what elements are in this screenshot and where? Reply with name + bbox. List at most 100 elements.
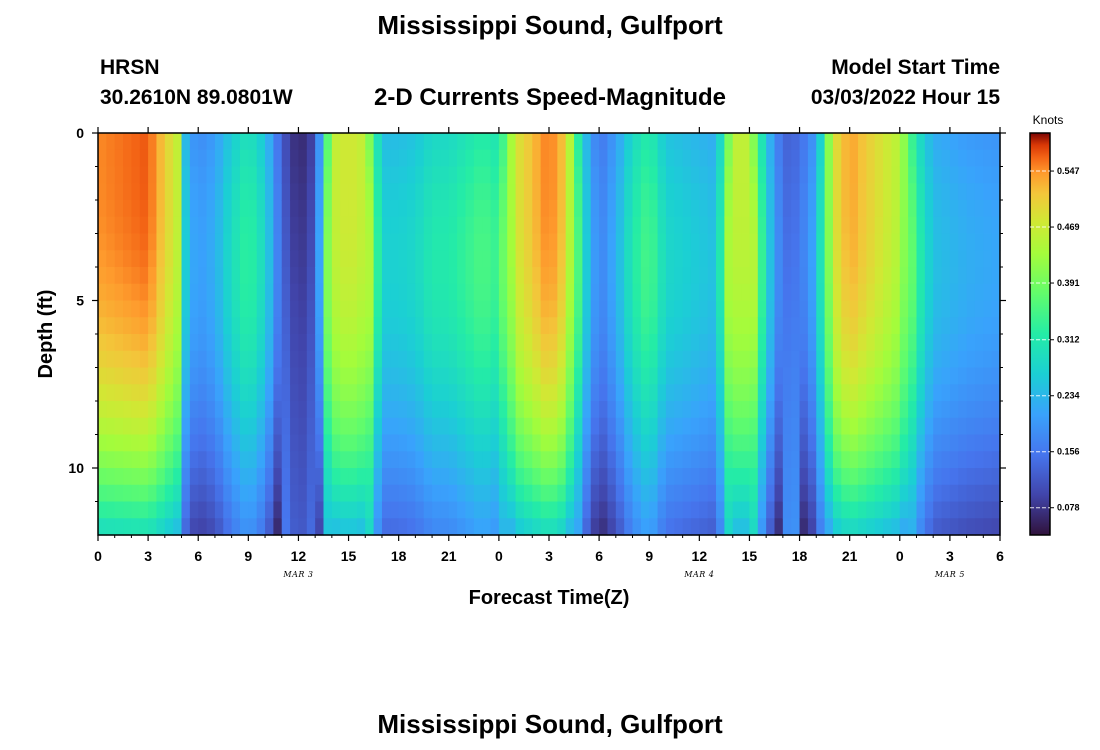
heatmap-cell (523, 350, 533, 369)
heatmap-cell (883, 350, 893, 369)
heatmap-cell (615, 133, 625, 151)
heatmap-cell (223, 384, 233, 402)
heatmap-cell (315, 300, 325, 318)
heatmap-cell (699, 283, 709, 302)
heatmap-cell (248, 166, 258, 184)
heatmap-cell (774, 216, 784, 235)
heatmap-cell (582, 384, 592, 402)
heatmap-cell (899, 250, 909, 268)
heatmap-cell (816, 317, 826, 335)
heatmap-cell (356, 133, 366, 151)
heatmap-cell (549, 149, 558, 168)
heatmap-cell (507, 501, 517, 519)
heatmap-cell (824, 334, 834, 352)
heatmap-cell (248, 434, 258, 452)
heatmap-cell (298, 267, 308, 285)
heatmap-cell (799, 417, 809, 436)
heatmap-cell (582, 518, 592, 536)
heatmap-cell (866, 133, 876, 151)
heatmap-cell (832, 300, 842, 318)
heatmap-cell (841, 468, 851, 486)
heatmap-cell (657, 200, 667, 218)
heatmap-cell (523, 451, 533, 469)
heatmap-cell (782, 384, 792, 402)
heatmap-cell (749, 384, 759, 402)
heatmap-cell (774, 283, 784, 302)
heatmap-cell (490, 166, 500, 184)
heatmap-cell (265, 334, 274, 352)
heatmap-cell (599, 367, 609, 385)
heatmap-cell (448, 216, 458, 235)
heatmap-cell (574, 451, 584, 469)
heatmap-cell (248, 451, 258, 469)
heatmap-cell (448, 267, 458, 285)
heatmap-cell (716, 451, 725, 469)
heatmap-cell (657, 216, 667, 235)
heatmap-cell (348, 501, 358, 519)
heatmap-cell (766, 434, 776, 452)
heatmap-cell (290, 200, 300, 218)
heatmap-cell (565, 417, 575, 436)
heatmap-cell (356, 200, 366, 218)
heatmap-cell (749, 216, 759, 235)
heatmap-cell (657, 133, 667, 151)
heatmap-cell (899, 334, 909, 352)
heatmap-cell (716, 216, 725, 235)
heatmap-cell (490, 216, 500, 235)
heatmap-cell (640, 200, 650, 218)
heatmap-cell (315, 350, 325, 369)
heatmap-cell (98, 216, 107, 235)
heatmap-cell (306, 166, 316, 184)
heatmap-cell (690, 451, 700, 469)
heatmap-cell (206, 367, 216, 385)
heatmap-cell (164, 149, 174, 168)
heatmap-cell (423, 200, 433, 218)
heatmap-cell (239, 384, 249, 402)
heatmap-cell (766, 451, 776, 469)
heatmap-cell (223, 334, 233, 352)
heatmap-cell (340, 216, 350, 235)
heatmap-cell (365, 283, 375, 302)
heatmap-cell (649, 518, 659, 536)
heatmap-cell (749, 233, 759, 251)
heatmap-cell (582, 183, 592, 201)
heatmap-cell (858, 317, 867, 335)
heatmap-cell (933, 183, 943, 201)
heatmap-cell (757, 484, 767, 503)
heatmap-cell (373, 200, 383, 218)
heatmap-cell (256, 267, 266, 285)
heatmap-cell (916, 334, 926, 352)
heatmap-cell (515, 367, 525, 385)
heatmap-cell (390, 367, 400, 385)
heatmap-cell (757, 501, 767, 519)
heatmap-cell (899, 501, 909, 519)
heatmap-cell (824, 468, 834, 486)
heatmap-cell (757, 317, 767, 335)
heatmap-cell (966, 216, 976, 235)
heatmap-cell (933, 149, 943, 168)
heatmap-cell (741, 216, 751, 235)
heatmap-cell (114, 250, 124, 268)
heatmap-cell (757, 200, 767, 218)
heatmap-cell (164, 417, 174, 436)
heatmap-cell (607, 334, 617, 352)
heatmap-cell (599, 317, 609, 335)
heatmap-cell (565, 334, 575, 352)
heatmap-cell (106, 384, 116, 402)
heatmap-cell (707, 484, 717, 503)
heatmap-cell (582, 501, 592, 519)
heatmap-cell (173, 283, 183, 302)
heatmap-cell (983, 133, 993, 151)
heatmap-cell (632, 468, 642, 486)
heatmap-cell (899, 484, 909, 503)
heatmap-cell (816, 233, 826, 251)
heatmap-cell (590, 283, 600, 302)
heatmap-cell (540, 350, 550, 369)
heatmap-cell (624, 468, 634, 486)
heatmap-cell (757, 451, 767, 469)
heatmap-cell (899, 401, 909, 419)
heatmap-cell (791, 401, 801, 419)
heatmap-cell (866, 434, 876, 452)
heatmap-cell (156, 183, 166, 201)
heatmap-cell (615, 468, 625, 486)
